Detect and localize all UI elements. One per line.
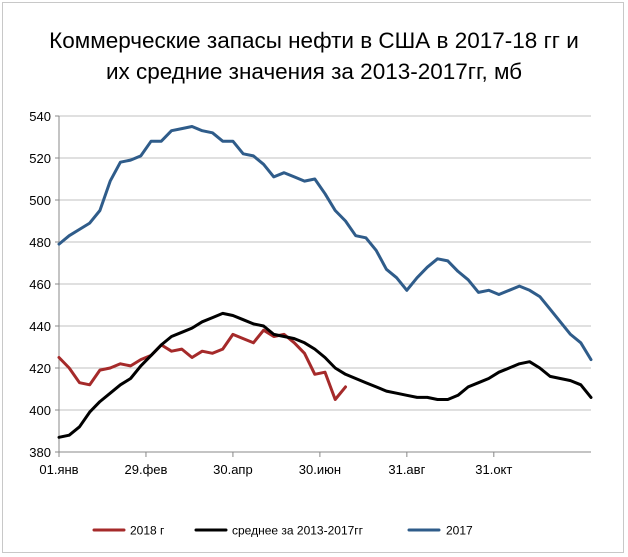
y-tick-label: 380 [29,445,51,460]
y-tick-label: 520 [29,151,51,166]
y-tick-label: 420 [29,361,51,376]
legend-label-1: среднее за 2013-2017гг [232,524,364,538]
x-tick-label: 29.фев [125,462,168,477]
gridlines [59,115,591,411]
chart-frame: Коммерческие запасы нефти в США в 2017-1… [2,2,624,553]
x-tick-label: 30.апр [213,462,253,477]
y-tick-label: 500 [29,193,51,208]
x-tick-label: 31.авг [388,462,425,477]
y-tick-label: 460 [29,277,51,292]
x-axis-ticks: 01.янв 29.фев 30.апр 30.июн 31.авг 31.окт [39,452,512,477]
y-tick-label: 400 [29,403,51,418]
series-line-0 [57,328,347,401]
y-tick-label: 440 [29,319,51,334]
x-tick-label: 31.окт [475,462,512,477]
legend-label-0: 2018 г [130,524,165,538]
series-lines [57,125,593,439]
x-tick-label: 30.июн [299,462,341,477]
y-axis-ticks: 380 400 420 440 460 480 500 520 540 [29,109,59,460]
y-tick-label: 540 [29,109,51,124]
chart-title-line-1: Коммерческие запасы нефти в США в 2017-1… [49,28,579,53]
chart-title: Коммерческие запасы нефти в США в 2017-1… [3,25,625,87]
y-tick-label: 480 [29,235,51,250]
x-tick-label: 01.янв [39,462,78,477]
legend: 2018 г среднее за 2013-2017гг 2017 [92,524,473,538]
legend-label-2: 2017 [446,524,473,538]
series-line-1 [57,311,593,439]
series-line-2 [57,125,593,362]
chart-title-line-2: их средние значения за 2013-2017гг, мб [105,59,523,84]
